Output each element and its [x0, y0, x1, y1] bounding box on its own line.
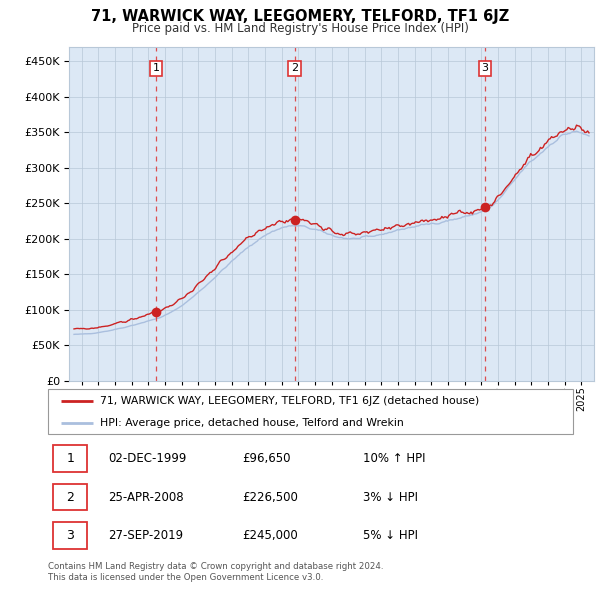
Text: 02-DEC-1999: 02-DEC-1999 — [109, 452, 187, 465]
Text: 3% ↓ HPI: 3% ↓ HPI — [363, 490, 418, 504]
Text: 71, WARWICK WAY, LEEGOMERY, TELFORD, TF1 6JZ: 71, WARWICK WAY, LEEGOMERY, TELFORD, TF1… — [91, 9, 509, 24]
Text: 5% ↓ HPI: 5% ↓ HPI — [363, 529, 418, 542]
Text: 2: 2 — [291, 64, 298, 74]
Text: £245,000: £245,000 — [242, 529, 298, 542]
Text: 1: 1 — [67, 452, 74, 465]
FancyBboxPatch shape — [48, 389, 573, 434]
Text: 1: 1 — [152, 64, 160, 74]
Text: 27-SEP-2019: 27-SEP-2019 — [109, 529, 184, 542]
FancyBboxPatch shape — [53, 445, 88, 471]
Text: £96,650: £96,650 — [242, 452, 291, 465]
Text: £226,500: £226,500 — [242, 490, 298, 504]
FancyBboxPatch shape — [53, 523, 88, 549]
Text: 10% ↑ HPI: 10% ↑ HPI — [363, 452, 425, 465]
Text: 71, WARWICK WAY, LEEGOMERY, TELFORD, TF1 6JZ (detached house): 71, WARWICK WAY, LEEGOMERY, TELFORD, TF1… — [101, 396, 480, 407]
Text: 3: 3 — [67, 529, 74, 542]
FancyBboxPatch shape — [53, 484, 88, 510]
Text: Price paid vs. HM Land Registry's House Price Index (HPI): Price paid vs. HM Land Registry's House … — [131, 22, 469, 35]
Text: 25-APR-2008: 25-APR-2008 — [109, 490, 184, 504]
Text: 3: 3 — [481, 64, 488, 74]
Text: Contains HM Land Registry data © Crown copyright and database right 2024.
This d: Contains HM Land Registry data © Crown c… — [48, 562, 383, 582]
Text: 2: 2 — [67, 490, 74, 504]
Text: HPI: Average price, detached house, Telford and Wrekin: HPI: Average price, detached house, Telf… — [101, 418, 404, 428]
